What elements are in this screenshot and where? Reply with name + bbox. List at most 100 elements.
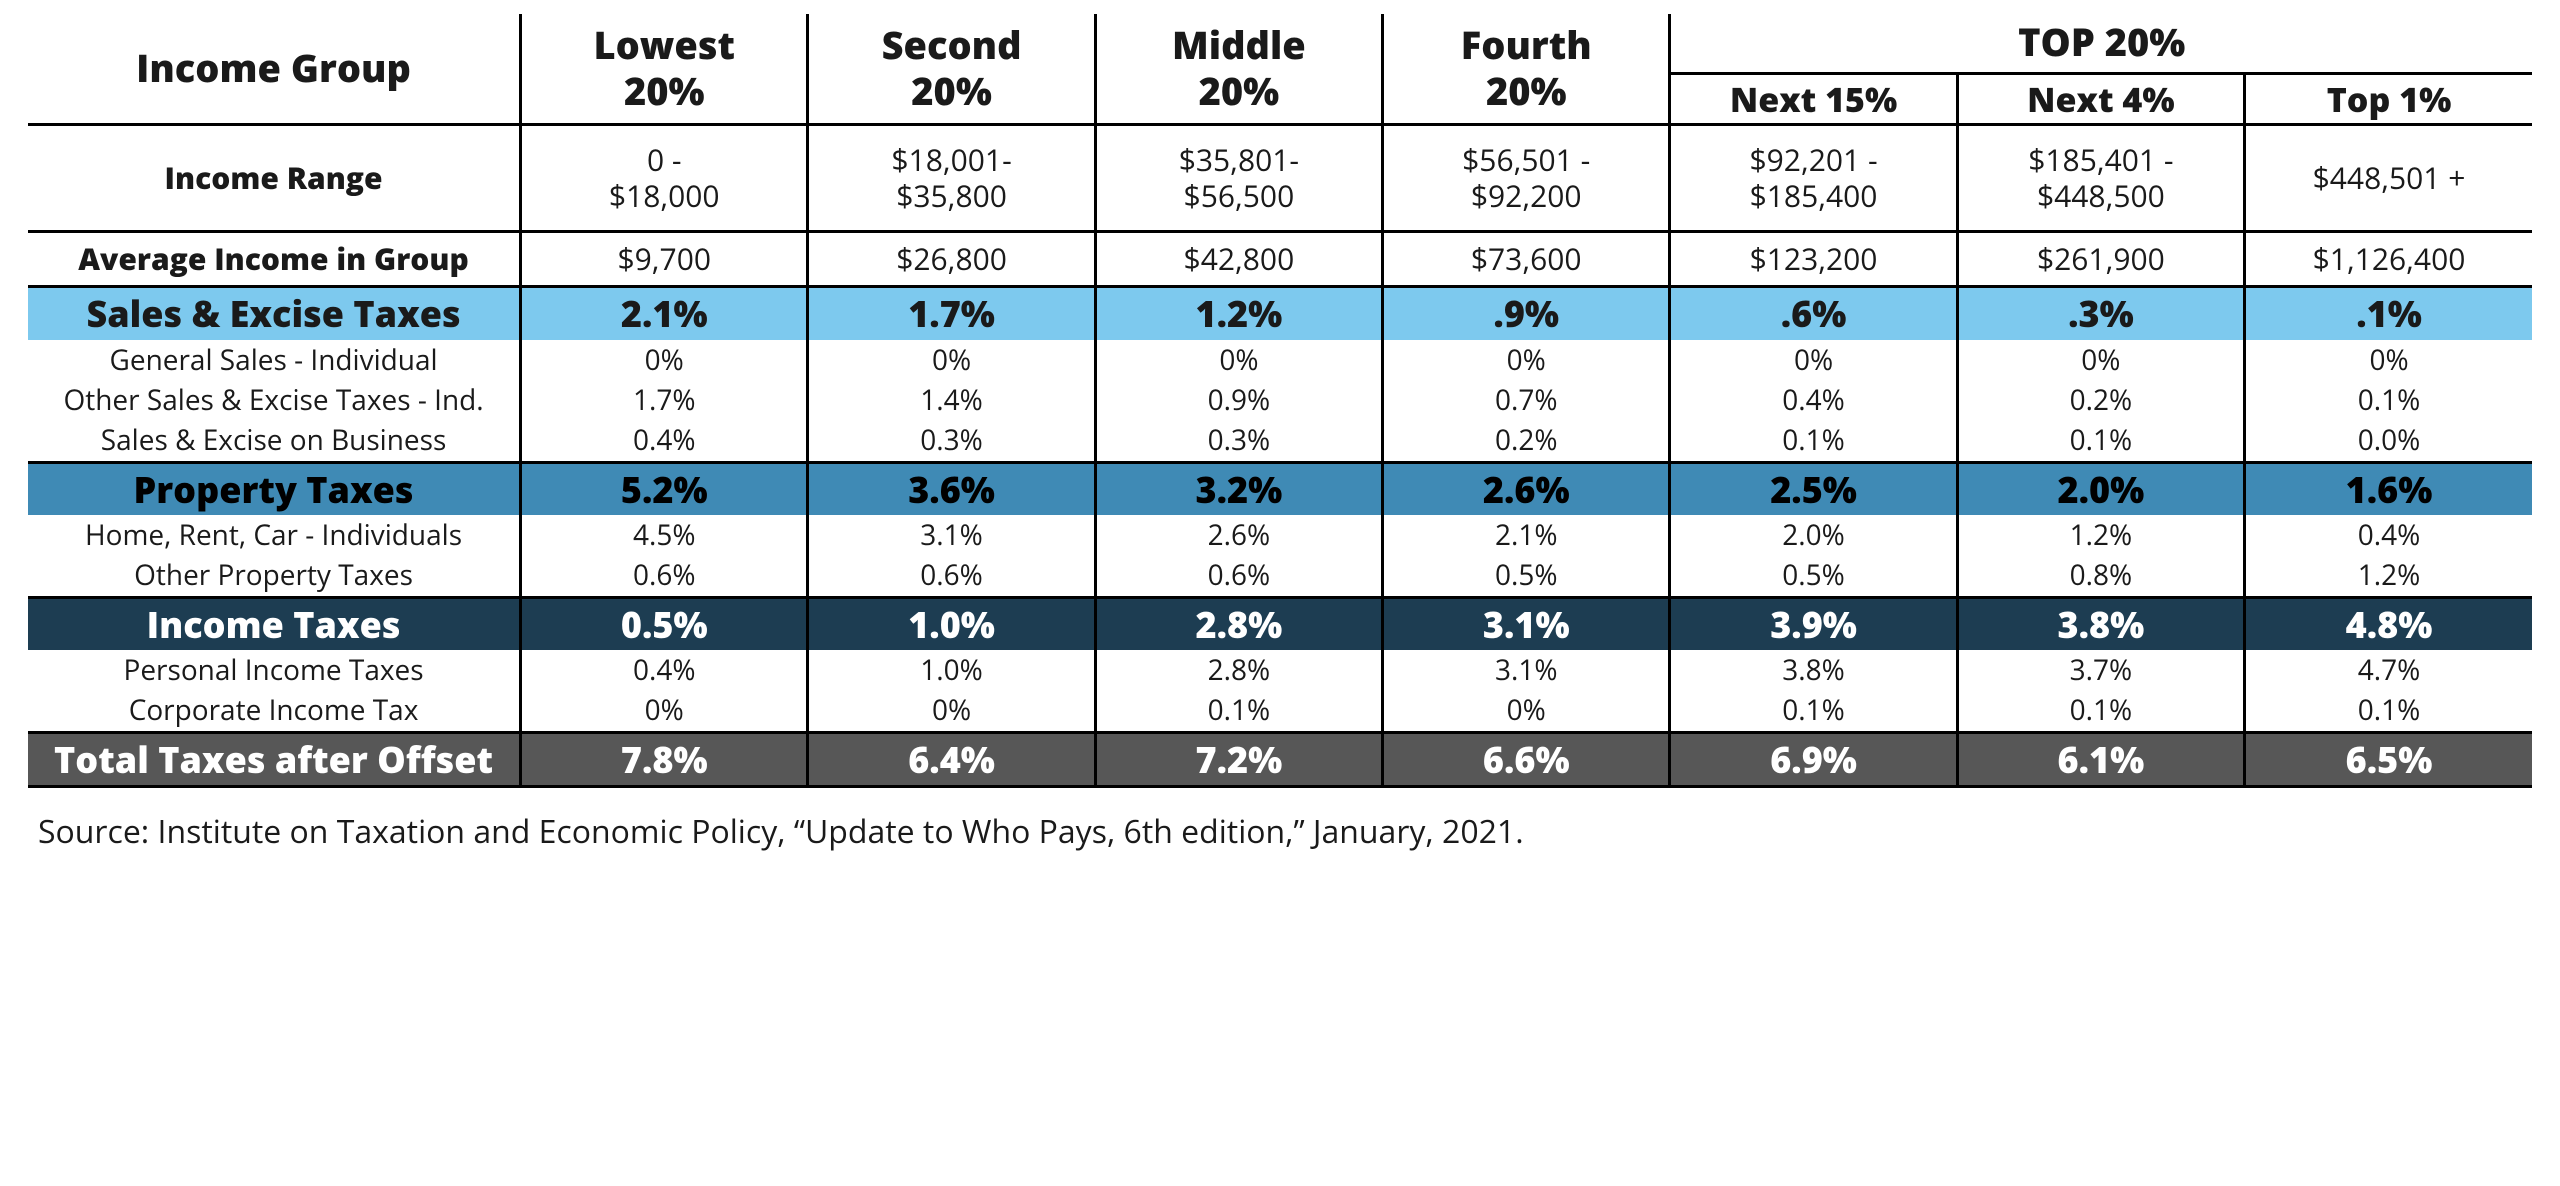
row-income-range-label: Income Range [28, 125, 521, 232]
row-total: Total Taxes after Offset7.8%6.4%7.2%6.6%… [28, 732, 2532, 786]
detail-sales-0-val-0: 0% [521, 340, 808, 380]
detail-sales-0-val-4: 0% [1670, 340, 1957, 380]
income-range-4: $92,201 -$185,400 [1670, 125, 1957, 232]
detail-income-1-val-6: 0.1% [2245, 690, 2532, 732]
detail-income-0-val-6: 4.7% [2245, 650, 2532, 690]
income-range-0: 0 -$18,000 [521, 125, 808, 232]
section-income-val-5: 3.8% [1957, 597, 2244, 650]
col-top20-sub-1: Next 4% [1957, 73, 2244, 125]
section-prop-val-5: 2.0% [1957, 462, 2244, 515]
detail-prop-1-val-3: 0.5% [1383, 555, 1670, 597]
detail-prop-0-val-2: 2.6% [1095, 515, 1382, 555]
detail-sales-1-val-1: 1.4% [808, 380, 1095, 420]
section-sales-val-5: .3% [1957, 287, 2244, 340]
detail-sales-2-val-5: 0.1% [1957, 420, 2244, 462]
section-income-val-1: 1.0% [808, 597, 1095, 650]
avg-income-5: $261,900 [1957, 232, 2244, 287]
income-range-5: $185,401 -$448,500 [1957, 125, 2244, 232]
total-val-2: 7.2% [1095, 732, 1382, 786]
detail-sales-0-val-2: 0% [1095, 340, 1382, 380]
detail-sales-1-val-3: 0.7% [1383, 380, 1670, 420]
detail-sales-2-val-6: 0.0% [2245, 420, 2532, 462]
detail-sales-0-val-6: 0% [2245, 340, 2532, 380]
detail-prop-0-val-3: 2.1% [1383, 515, 1670, 555]
col-quintile-3: Fourth20% [1383, 14, 1670, 125]
detail-income-0-val-0: 0.4% [521, 650, 808, 690]
detail-sales-1-val-6: 0.1% [2245, 380, 2532, 420]
detail-income-1-val-5: 0.1% [1957, 690, 2244, 732]
col-income-group: Income Group [28, 14, 521, 125]
section-prop-val-1: 3.6% [808, 462, 1095, 515]
avg-income-1: $26,800 [808, 232, 1095, 287]
tax-incidence-table: Income GroupLowest20%Second20%Middle20%F… [28, 14, 2532, 788]
total-label: Total Taxes after Offset [28, 732, 521, 786]
detail-prop-0-val-5: 1.2% [1957, 515, 2244, 555]
section-prop: Property Taxes5.2%3.6%3.2%2.6%2.5%2.0%1.… [28, 462, 2532, 515]
detail-prop-1-val-5: 0.8% [1957, 555, 2244, 597]
col-top20: TOP 20% [1670, 14, 2532, 73]
section-sales-val-2: 1.2% [1095, 287, 1382, 340]
row-avg-income-label: Average Income in Group [28, 232, 521, 287]
detail-prop-0-val-0: 4.5% [521, 515, 808, 555]
detail-income-1-val-2: 0.1% [1095, 690, 1382, 732]
detail-sales-1-val-2: 0.9% [1095, 380, 1382, 420]
section-prop-val-2: 3.2% [1095, 462, 1382, 515]
total-val-5: 6.1% [1957, 732, 2244, 786]
section-income-label: Income Taxes [28, 597, 521, 650]
section-prop-label: Property Taxes [28, 462, 521, 515]
avg-income-0: $9,700 [521, 232, 808, 287]
detail-prop-0-label: Home, Rent, Car - Individuals [28, 515, 521, 555]
section-income-val-0: 0.5% [521, 597, 808, 650]
detail-income-1-val-0: 0% [521, 690, 808, 732]
detail-income-0-val-3: 3.1% [1383, 650, 1670, 690]
detail-sales-0-label: General Sales - Individual [28, 340, 521, 380]
detail-income-0-label: Personal Income Taxes [28, 650, 521, 690]
income-range-1: $18,001-$35,800 [808, 125, 1095, 232]
detail-income-1-val-4: 0.1% [1670, 690, 1957, 732]
detail-prop-1-label: Other Property Taxes [28, 555, 521, 597]
total-val-1: 6.4% [808, 732, 1095, 786]
section-sales-label: Sales & Excise Taxes [28, 287, 521, 340]
section-sales-val-3: .9% [1383, 287, 1670, 340]
section-income-val-6: 4.8% [2245, 597, 2532, 650]
detail-prop-1-val-0: 0.6% [521, 555, 808, 597]
section-sales-val-6: .1% [2245, 287, 2532, 340]
detail-income-0-val-1: 1.0% [808, 650, 1095, 690]
detail-sales-2-val-1: 0.3% [808, 420, 1095, 462]
detail-income-1-val-1: 0% [808, 690, 1095, 732]
detail-income-0-val-2: 2.8% [1095, 650, 1382, 690]
detail-sales-2-val-2: 0.3% [1095, 420, 1382, 462]
detail-prop-1-val-6: 1.2% [2245, 555, 2532, 597]
detail-prop-0-val-1: 3.1% [808, 515, 1095, 555]
detail-income-0-val-5: 3.7% [1957, 650, 2244, 690]
total-val-0: 7.8% [521, 732, 808, 786]
detail-sales-1-val-4: 0.4% [1670, 380, 1957, 420]
section-prop-val-3: 2.6% [1383, 462, 1670, 515]
section-sales: Sales & Excise Taxes2.1%1.7%1.2%.9%.6%.3… [28, 287, 2532, 340]
source-citation: Source: Institute on Taxation and Econom… [28, 788, 2532, 853]
total-val-6: 6.5% [2245, 732, 2532, 786]
detail-income-1-val-3: 0% [1383, 690, 1670, 732]
col-quintile-1: Second20% [808, 14, 1095, 125]
avg-income-3: $73,600 [1383, 232, 1670, 287]
col-top20-sub-0: Next 15% [1670, 73, 1957, 125]
income-range-2: $35,801-$56,500 [1095, 125, 1382, 232]
section-sales-val-4: .6% [1670, 287, 1957, 340]
detail-sales-1-val-5: 0.2% [1957, 380, 2244, 420]
avg-income-6: $1,126,400 [2245, 232, 2532, 287]
detail-income-1-label: Corporate Income Tax [28, 690, 521, 732]
income-range-6: $448,501 + [2245, 125, 2532, 232]
detail-prop-0-val-6: 0.4% [2245, 515, 2532, 555]
section-prop-val-4: 2.5% [1670, 462, 1957, 515]
detail-sales-0-val-1: 0% [808, 340, 1095, 380]
section-prop-val-0: 5.2% [521, 462, 808, 515]
total-val-3: 6.6% [1383, 732, 1670, 786]
detail-prop-1-val-4: 0.5% [1670, 555, 1957, 597]
income-range-3: $56,501 -$92,200 [1383, 125, 1670, 232]
detail-income-0-val-4: 3.8% [1670, 650, 1957, 690]
col-top20-sub-2: Top 1% [2245, 73, 2532, 125]
section-income-val-2: 2.8% [1095, 597, 1382, 650]
detail-sales-2-label: Sales & Excise on Business [28, 420, 521, 462]
col-quintile-0: Lowest20% [521, 14, 808, 125]
section-income-val-4: 3.9% [1670, 597, 1957, 650]
